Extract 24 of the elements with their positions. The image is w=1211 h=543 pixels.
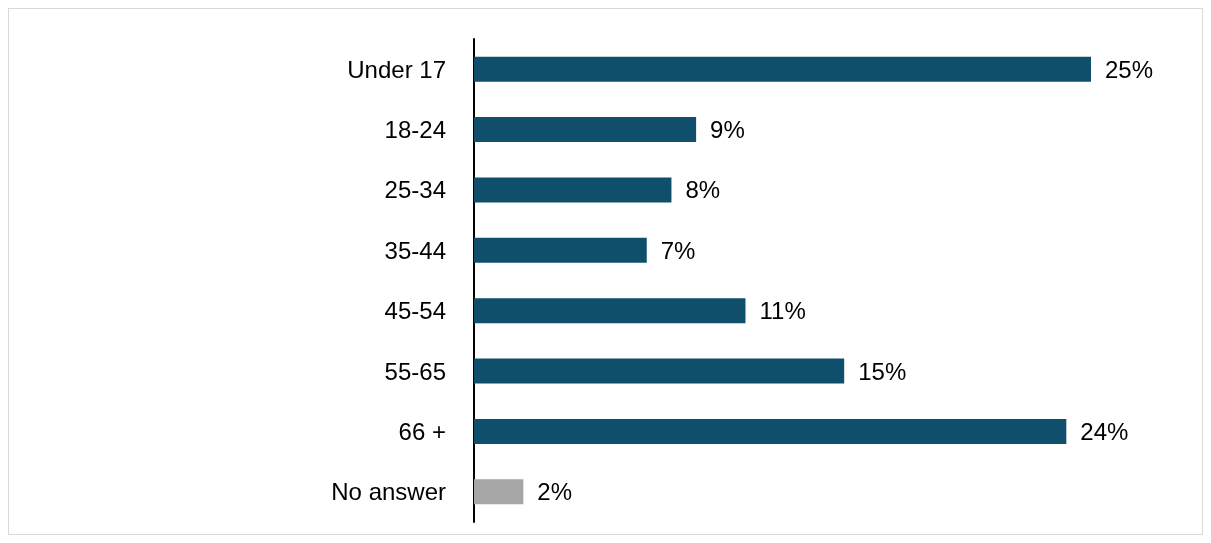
bar xyxy=(474,177,672,203)
bar xyxy=(474,479,524,505)
data-label: 24% xyxy=(1080,417,1129,445)
y-tick-label: 25-34 xyxy=(384,176,446,204)
bar xyxy=(474,117,697,143)
y-tick-label: 66 + xyxy=(398,417,446,445)
y-tick-label: 35-44 xyxy=(384,236,446,264)
data-label: 2% xyxy=(537,478,573,506)
y-tick-label: 55-65 xyxy=(384,357,446,385)
y-tick-label: 18-24 xyxy=(384,116,446,144)
bar xyxy=(474,298,746,324)
data-label: 25% xyxy=(1105,55,1154,83)
bar xyxy=(474,56,1091,82)
data-label: 7% xyxy=(660,236,696,264)
bar xyxy=(474,358,845,384)
y-tick-label: Under 17 xyxy=(347,55,446,83)
data-label: 8% xyxy=(685,176,721,204)
data-label: 15% xyxy=(858,357,907,385)
data-label: 11% xyxy=(759,297,806,325)
y-tick-label: 45-54 xyxy=(384,297,446,325)
data-label: 9% xyxy=(710,116,745,144)
y-tick-label: No answer xyxy=(331,478,446,506)
bar xyxy=(474,418,1067,444)
bar xyxy=(474,237,647,263)
